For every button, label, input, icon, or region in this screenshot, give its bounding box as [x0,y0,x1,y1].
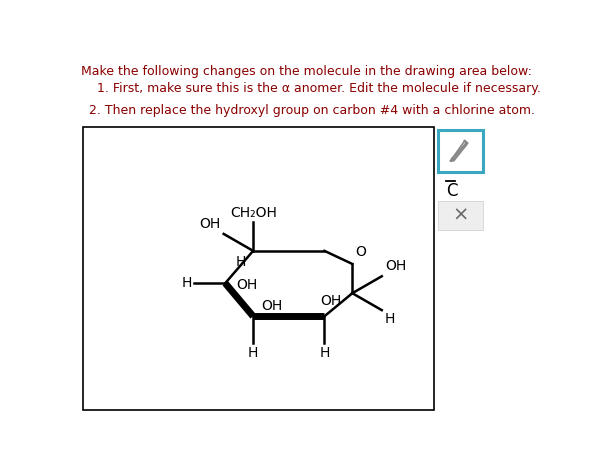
Text: H: H [236,255,246,269]
Text: 2. Then replace the hydroxyl group on carbon #4 with a chlorine atom.: 2. Then replace the hydroxyl group on ca… [89,104,535,117]
Text: OH: OH [261,298,282,312]
Text: H: H [385,311,395,325]
Bar [438,130,483,172]
Text: CH₂OH: CH₂OH [231,206,277,220]
Text: O: O [355,245,367,259]
Text: 1. First, make sure this is the α anomer. Edit the molecule if necessary.: 1. First, make sure this is the α anomer… [96,82,540,95]
Text: H: H [319,346,329,360]
Text: C: C [446,182,458,199]
Text: Make the following changes on the molecule in the drawing area below:: Make the following changes on the molecu… [81,65,532,78]
Text: OH: OH [320,294,341,308]
Text: OH: OH [385,259,406,273]
Text: H: H [181,276,192,290]
Text: OH: OH [199,217,220,231]
Text: H: H [248,346,258,360]
Text: ×: × [452,206,468,225]
Bar [83,127,434,410]
Text: OH: OH [236,278,258,292]
Bar [438,201,483,230]
